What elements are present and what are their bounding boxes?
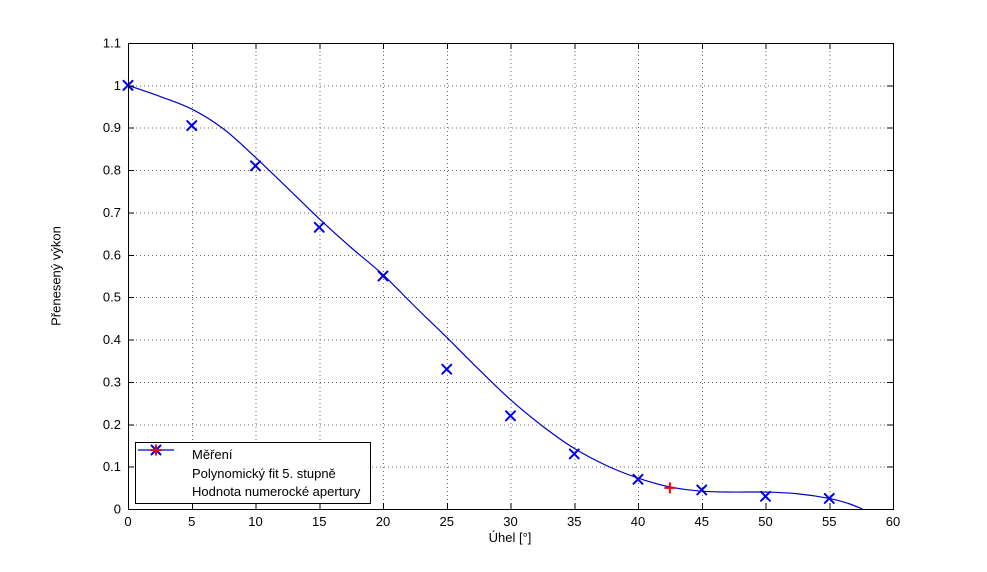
x-tick-label: 0 [124, 514, 131, 529]
legend: Měření Polynomický fit 5. stupně Hodnota… [135, 442, 371, 504]
axes [128, 43, 894, 510]
x-tick-label: 15 [312, 514, 326, 529]
x-tick-label: 60 [886, 514, 900, 529]
measurement-marker [186, 120, 198, 132]
y-tick-label: 0.1 [103, 459, 121, 474]
legend-entry-na: Hodnota numerocké apertury [136, 444, 370, 501]
y-tick-label: 0.4 [103, 332, 121, 347]
y-tick-label: 0 [114, 502, 121, 517]
measurement-marker [696, 484, 708, 496]
x-tick-label: 50 [758, 514, 772, 529]
tick-labels: 0 5 10 15 20 25 30 35 40 45 50 55 60 0 0.1 0.2 0.3 0.4 0.5… [103, 36, 900, 530]
legend-label: Měření [192, 446, 233, 462]
x-tick-label: 30 [503, 514, 517, 529]
measurement-marker [632, 473, 644, 485]
x-tick-label: 10 [248, 514, 262, 529]
y-tick-label: 0.3 [103, 374, 121, 389]
x-tick-label: 25 [440, 514, 454, 529]
y-axis-label: Přenesený výkon [48, 226, 64, 326]
y-tick-label: 1 [114, 78, 121, 93]
measurement-marker [441, 363, 453, 375]
na-marker [150, 444, 162, 456]
fit-curve [127, 84, 863, 510]
x-tick-label: 20 [376, 514, 390, 529]
y-tick-label: 0.7 [103, 205, 121, 220]
y-tick-label: 0.6 [103, 247, 121, 262]
x-tick-label: 5 [188, 514, 195, 529]
measurement-marker [377, 270, 389, 282]
x-axis-label: Úhel [°] [488, 530, 532, 545]
y-tick-label: 0.9 [103, 120, 121, 135]
x-tick-label: 40 [631, 514, 645, 529]
gridlines [128, 43, 893, 509]
legend-entry-fit: Polynomický fit 5. stupně [136, 449, 370, 483]
measurement-marker [760, 490, 771, 502]
x-tick-label: 35 [567, 514, 581, 529]
y-tick-label: 0.2 [103, 417, 121, 432]
legend-label: Polynomický fit 5. stupně [192, 465, 336, 481]
measurement-marker [313, 221, 325, 233]
legend-label: Hodnota numerocké apertury [192, 484, 361, 500]
na-marker [664, 482, 676, 494]
data-series [122, 79, 863, 510]
measurement-marker [250, 160, 261, 172]
y-tick-label: 0.5 [103, 290, 121, 305]
measurement-marker [505, 410, 516, 422]
x-tick-label: 45 [695, 514, 709, 529]
x-tick-label: 55 [822, 514, 836, 529]
y-tick-label: 1.1 [103, 36, 121, 51]
y-tick-label: 0.8 [103, 163, 121, 178]
